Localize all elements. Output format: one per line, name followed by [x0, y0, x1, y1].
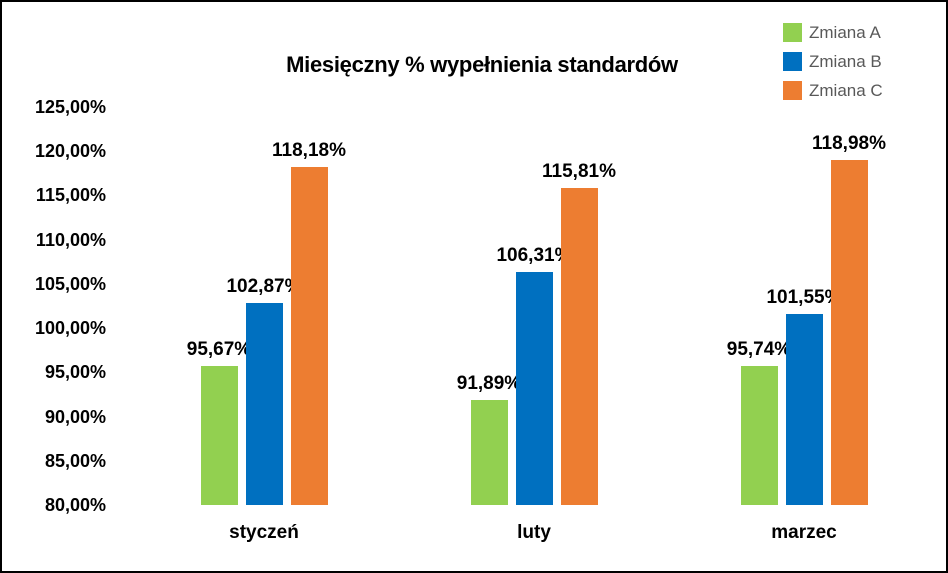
data-label-zmiana-c-luty: 115,81%: [542, 161, 616, 183]
bar-zmiana-b-luty: [515, 272, 553, 505]
y-axis-tick-label: 120,00%: [34, 141, 106, 162]
data-label-zmiana-a-styczeń: 95,67%: [186, 339, 252, 361]
y-axis-tick-label: 100,00%: [34, 318, 106, 339]
y-axis-tick-label: 90,00%: [44, 406, 106, 427]
legend-label-zmiana-a: Zmiana A: [809, 22, 881, 42]
data-label-zmiana-b-marzec: 101,55%: [766, 287, 842, 309]
x-axis-category-label: styczeń: [229, 522, 299, 543]
bar-zmiana-c-marzec: [830, 160, 868, 505]
chart-title: Miesięczny % wypełnienia standardów: [286, 52, 678, 77]
y-axis-tick-label: 115,00%: [35, 185, 106, 206]
x-axis-category-label: luty: [517, 522, 551, 543]
legend-marker-zmiana-b: [783, 52, 802, 71]
x-axis-category-label: marzec: [771, 522, 837, 543]
legend-item-zmiana-c: Zmiana C: [783, 76, 883, 105]
y-axis-tick-label: 85,00%: [44, 450, 106, 471]
bar-zmiana-a-styczeń: [200, 366, 238, 505]
legend-marker-zmiana-a: [783, 23, 802, 42]
data-label-zmiana-a-marzec: 95,74%: [726, 338, 792, 360]
legend-item-zmiana-a: Zmiana A: [783, 18, 883, 47]
legend-label-zmiana-c: Zmiana C: [809, 80, 883, 100]
data-label-zmiana-a-luty: 91,89%: [456, 372, 522, 394]
data-label-zmiana-b-luty: 106,31%: [496, 245, 572, 267]
y-axis-tick-label: 95,00%: [44, 362, 106, 383]
data-label-zmiana-b-styczeń: 102,87%: [226, 275, 302, 297]
bar-zmiana-c-luty: [560, 188, 598, 505]
legend-item-zmiana-b: Zmiana B: [783, 47, 883, 76]
data-label-zmiana-c-marzec: 118,98%: [812, 133, 886, 155]
bar-zmiana-c-styczeń: [290, 167, 328, 505]
data-label-zmiana-c-styczeń: 118,18%: [272, 140, 346, 162]
y-axis-tick-label: 125,00%: [34, 97, 106, 117]
y-axis-tick-label: 110,00%: [35, 229, 106, 250]
legend: Zmiana A Zmiana B Zmiana C: [783, 18, 883, 105]
y-axis-tick-label: 80,00%: [44, 495, 106, 515]
bar-zmiana-a-luty: [470, 399, 508, 505]
legend-marker-zmiana-c: [783, 81, 802, 100]
bar-zmiana-b-marzec: [785, 314, 823, 505]
bar-zmiana-a-marzec: [740, 365, 778, 505]
legend-label-zmiana-b: Zmiana B: [809, 51, 882, 71]
bar-zmiana-b-styczeń: [245, 302, 283, 505]
y-axis-tick-label: 105,00%: [34, 273, 106, 294]
